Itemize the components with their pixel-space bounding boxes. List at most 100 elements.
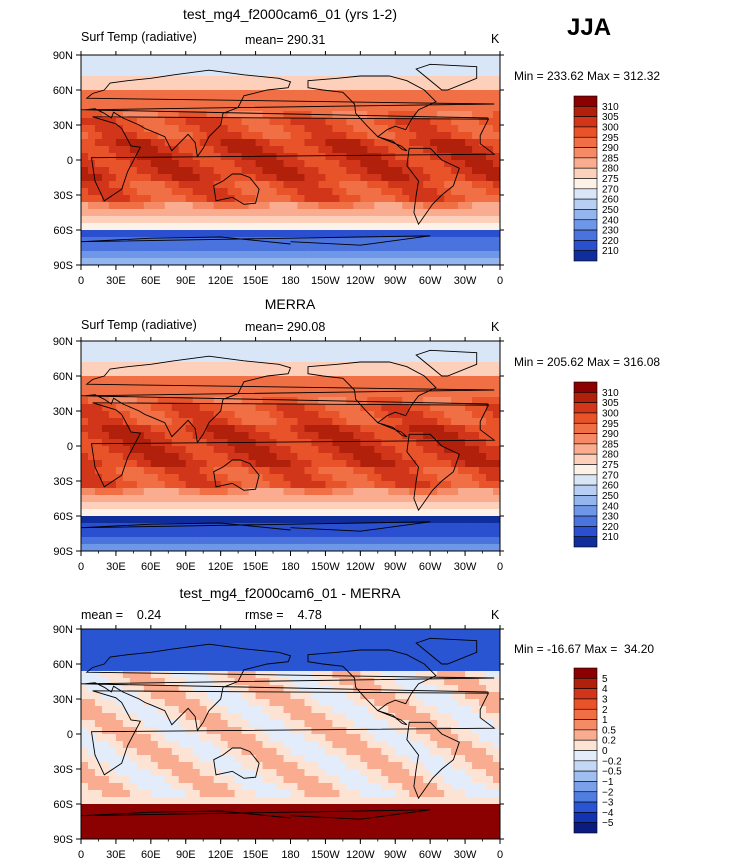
field-cell xyxy=(81,741,89,749)
field-cell xyxy=(451,537,459,545)
field-cell xyxy=(262,425,271,433)
field-cell xyxy=(332,678,340,686)
field-cell xyxy=(136,146,145,154)
field-cell xyxy=(297,125,305,133)
field-cell xyxy=(353,713,361,721)
field-cell xyxy=(353,376,361,384)
field-cell xyxy=(81,425,89,433)
field-cell xyxy=(332,502,340,510)
field-cell xyxy=(388,706,396,714)
field-cell xyxy=(311,404,319,412)
field-cell xyxy=(178,209,187,217)
field-cell xyxy=(416,495,424,503)
field-cell xyxy=(297,202,305,210)
field-cell xyxy=(157,362,166,370)
field-cell xyxy=(381,160,389,168)
field-cell xyxy=(129,544,138,552)
colorbar-box xyxy=(573,402,598,414)
field-cell xyxy=(325,418,333,426)
field-cell xyxy=(178,62,187,70)
field-cell xyxy=(472,453,480,461)
field-cell xyxy=(346,174,354,182)
field-cell xyxy=(213,55,222,63)
field-cell xyxy=(388,657,396,665)
field-cell xyxy=(388,636,396,644)
field-cell xyxy=(206,167,215,175)
field-cell xyxy=(199,544,208,552)
field-cell xyxy=(192,544,201,552)
field-cell xyxy=(234,376,243,384)
field-cell xyxy=(353,460,361,468)
field-cell xyxy=(290,62,298,70)
field-cell xyxy=(94,488,103,496)
field-cell xyxy=(374,251,382,259)
colorbar-label: 230 xyxy=(602,226,619,237)
field-cell xyxy=(395,425,403,433)
field-cell xyxy=(423,369,431,377)
field-cell xyxy=(81,202,89,210)
field-cell xyxy=(374,376,382,384)
field-cell xyxy=(241,748,250,756)
field-cell xyxy=(164,706,173,714)
field-cell xyxy=(101,706,110,714)
field-cell xyxy=(381,90,389,98)
field-cell xyxy=(157,516,166,524)
field-cell xyxy=(381,692,389,700)
field-cell xyxy=(157,404,166,412)
field-cell xyxy=(472,181,480,189)
field-cell xyxy=(255,341,264,349)
field-cell xyxy=(297,643,305,651)
field-cell xyxy=(185,671,194,679)
field-cell xyxy=(374,523,382,531)
field-cell xyxy=(430,706,438,714)
field-cell xyxy=(178,692,187,700)
field-cell xyxy=(388,650,396,658)
field-cell xyxy=(81,713,89,721)
panel-1-min-max: Min = 233.62 Max = 312.32 xyxy=(514,69,661,83)
field-cell xyxy=(444,62,452,70)
field-cell xyxy=(353,132,361,140)
field-cell xyxy=(493,223,501,231)
field-cell xyxy=(458,104,466,112)
field-cell xyxy=(129,55,138,63)
field-cell xyxy=(416,69,424,77)
colorbar-label: 260 xyxy=(602,195,619,206)
field-cell xyxy=(199,139,208,147)
field-cell xyxy=(360,446,368,454)
field-cell xyxy=(339,118,347,126)
colorbar-label: 240 xyxy=(602,501,619,512)
field-cell xyxy=(332,160,340,168)
field-cell xyxy=(374,481,382,489)
field-cell xyxy=(115,244,124,252)
field-cell xyxy=(493,425,501,433)
field-cell xyxy=(388,167,396,175)
field-cell xyxy=(150,188,159,196)
field-cell xyxy=(241,530,250,538)
field-cell xyxy=(234,76,243,84)
field-cell xyxy=(122,657,131,665)
field-cell xyxy=(360,537,368,545)
field-cell xyxy=(192,209,201,217)
field-cell xyxy=(87,167,96,175)
field-cell xyxy=(346,657,354,665)
field-cell xyxy=(157,643,166,651)
field-cell xyxy=(164,671,173,679)
colorbar-box xyxy=(573,464,598,476)
field-cell xyxy=(87,223,96,231)
field-cell xyxy=(157,537,166,545)
field-cell xyxy=(353,195,361,203)
field-cell xyxy=(311,748,319,756)
field-cell xyxy=(290,650,298,658)
field-cell xyxy=(276,174,285,182)
field-cell xyxy=(374,383,382,391)
colorbar-box xyxy=(573,412,598,424)
field-cell xyxy=(318,104,326,112)
field-cell xyxy=(171,251,180,259)
field-cell xyxy=(451,69,459,77)
field-cell xyxy=(94,83,103,91)
coastline xyxy=(90,402,496,488)
field-cell xyxy=(101,495,110,503)
field-cell xyxy=(164,678,173,686)
field-cell xyxy=(185,160,194,168)
field-cell xyxy=(87,83,96,91)
